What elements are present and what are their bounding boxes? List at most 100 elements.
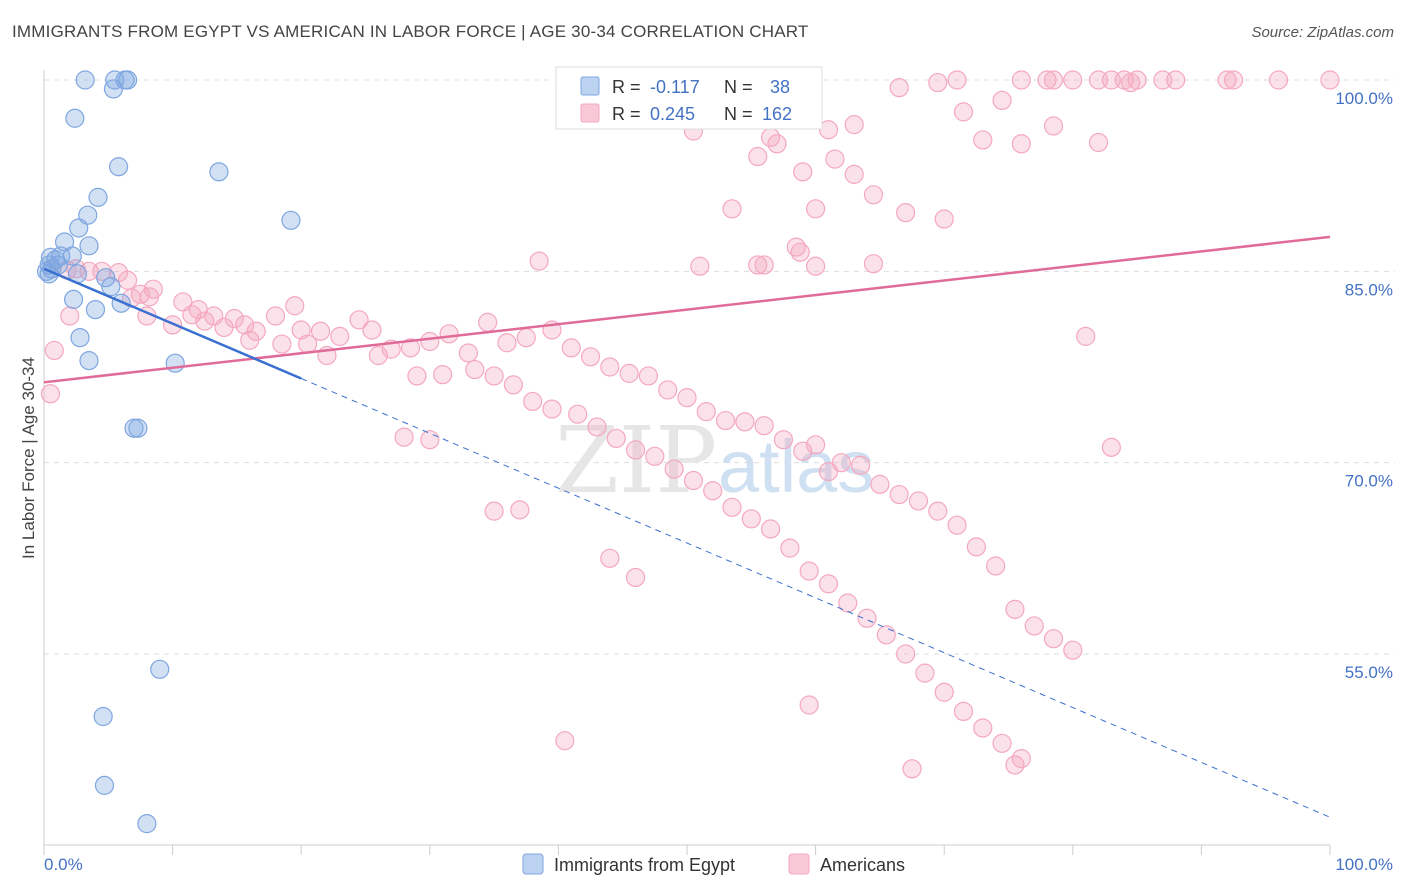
- point-american-146: [876, 625, 896, 645]
- legend-bottom-swatch-egypt: [522, 853, 544, 875]
- point-american-35: [793, 162, 813, 182]
- point-american-2: [947, 70, 967, 90]
- legend-n-label-americans: N =: [724, 104, 753, 124]
- legend-r-americans: 0.245: [650, 104, 695, 124]
- point-egypt-6: [108, 157, 129, 177]
- point-egypt-31: [128, 418, 148, 438]
- point-american-77: [458, 343, 478, 363]
- point-american-66: [265, 306, 286, 326]
- point-american-36: [844, 164, 864, 184]
- point-egypt-3: [117, 70, 138, 90]
- point-egypt-23: [101, 277, 121, 297]
- point-american-43: [790, 242, 810, 262]
- point-american-127: [503, 375, 523, 395]
- point-american-90: [715, 410, 736, 431]
- point-american-71: [349, 310, 369, 330]
- point-american-148: [915, 663, 935, 683]
- point-american-123: [407, 366, 427, 386]
- legend-swatch-egypt: [580, 76, 600, 96]
- point-egypt-5: [65, 108, 85, 128]
- legend-swatch-americans: [580, 103, 600, 123]
- point-american-25: [1043, 116, 1064, 136]
- point-american-89: [696, 402, 716, 422]
- point-egypt-13: [79, 236, 99, 256]
- point-egypt-37: [45, 250, 66, 270]
- trendline-americans: [43, 235, 1331, 384]
- point-american-38: [722, 199, 742, 219]
- point-american-156: [902, 759, 922, 779]
- point-american-108: [1043, 629, 1064, 649]
- point-american-68: [291, 320, 311, 340]
- point-egypt-7: [209, 162, 229, 182]
- point-american-138: [722, 497, 742, 517]
- point-american-149: [934, 682, 954, 702]
- point-american-160: [600, 548, 620, 568]
- point-american-95: [805, 435, 826, 455]
- point-american-32: [1088, 132, 1109, 153]
- point-american-147: [896, 644, 916, 664]
- point-american-5: [1043, 70, 1064, 90]
- x-tick-label-0: 0.0%: [44, 855, 83, 874]
- point-american-18: [1121, 72, 1141, 93]
- point-american-72: [362, 320, 382, 340]
- point-american-44: [748, 255, 768, 275]
- point-american-122: [368, 345, 388, 366]
- point-american-45: [529, 251, 549, 271]
- point-american-67: [285, 296, 305, 316]
- point-american-78: [478, 312, 498, 332]
- point-american-135: [664, 459, 684, 479]
- point-american-80: [516, 328, 536, 348]
- x-tick-labels: 0.0% 100.0%: [44, 855, 1393, 874]
- point-american-102: [928, 501, 948, 521]
- point-egypt-0: [75, 70, 95, 90]
- point-american-103: [947, 515, 967, 535]
- point-egypt-29: [165, 353, 185, 373]
- point-american-117: [214, 317, 234, 338]
- point-american-157: [1005, 755, 1025, 775]
- point-american-82: [561, 338, 581, 358]
- point-american-104: [966, 537, 986, 557]
- point-american-110: [60, 306, 80, 326]
- legend-bottom-swatch-americans: [788, 853, 810, 875]
- point-egypt-34: [94, 775, 115, 795]
- trendline-egypt-solid: [43, 267, 302, 380]
- point-egypt-28: [79, 351, 99, 371]
- point-american-21: [992, 90, 1012, 111]
- point-american-84: [600, 357, 620, 377]
- point-american-98: [851, 455, 871, 475]
- point-american-165: [1076, 326, 1096, 346]
- point-american-130: [568, 404, 588, 424]
- point-american-37: [863, 185, 884, 205]
- point-egypt-35: [137, 814, 157, 834]
- point-american-142: [799, 561, 819, 581]
- point-egypt-22: [96, 268, 116, 288]
- point-american-64: [235, 315, 255, 335]
- point-american-87: [658, 380, 678, 400]
- point-egypt-10: [281, 210, 301, 230]
- point-egypt-26: [85, 300, 106, 320]
- y-tick-labels: 100.0% 85.0% 70.0% 55.0%: [1335, 89, 1393, 682]
- point-american-28: [973, 130, 993, 150]
- point-american-107: [1024, 616, 1044, 636]
- legend-r-egypt: -0.117: [650, 77, 700, 97]
- point-american-4: [1037, 70, 1057, 90]
- point-american-46: [690, 256, 710, 276]
- point-american-111: [44, 340, 64, 361]
- point-egypt-27: [70, 328, 90, 348]
- series-egypt: [36, 70, 301, 834]
- point-american-69: [310, 321, 331, 341]
- point-american-164: [1101, 437, 1121, 457]
- legend-series: Immigrants from Egypt Americans: [522, 853, 905, 875]
- point-american-136: [683, 470, 704, 491]
- legend-r-label-egypt: R =: [612, 77, 641, 97]
- point-american-19: [889, 78, 909, 98]
- point-american-155: [799, 695, 819, 715]
- point-american-116: [195, 311, 215, 331]
- point-american-137: [703, 481, 723, 501]
- point-american-91: [735, 412, 755, 432]
- point-american-126: [484, 366, 504, 386]
- legend-bottom-americans: Americans: [820, 855, 905, 875]
- point-american-133: [625, 440, 646, 460]
- point-american-74: [400, 338, 421, 358]
- point-american-132: [606, 428, 626, 449]
